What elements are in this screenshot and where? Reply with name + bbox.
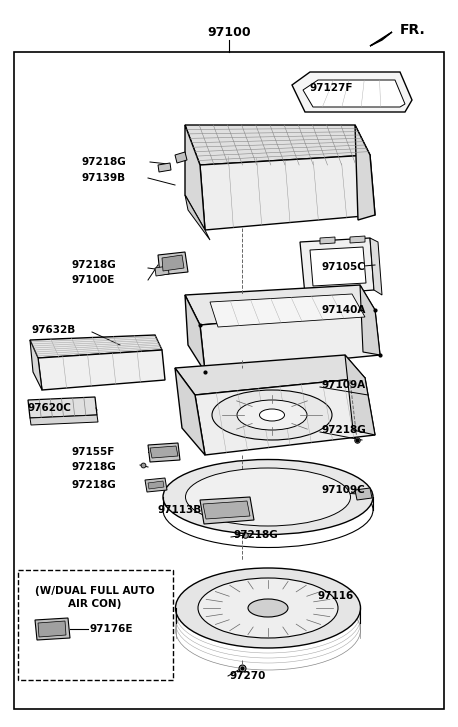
Polygon shape <box>210 294 365 327</box>
Polygon shape <box>292 72 412 112</box>
Bar <box>18 570 173 680</box>
Text: 97218G: 97218G <box>82 157 127 167</box>
Text: 97270: 97270 <box>230 671 267 681</box>
Polygon shape <box>175 152 187 163</box>
Polygon shape <box>200 310 380 372</box>
Text: (W/DUAL FULL AUTO: (W/DUAL FULL AUTO <box>35 586 155 596</box>
Text: 97218G: 97218G <box>72 260 117 270</box>
Polygon shape <box>360 285 380 355</box>
Text: 97127F: 97127F <box>310 83 354 93</box>
Polygon shape <box>200 155 375 230</box>
Text: 97155F: 97155F <box>72 447 115 457</box>
Text: 97218G: 97218G <box>322 425 367 435</box>
Polygon shape <box>345 355 375 435</box>
Polygon shape <box>158 252 188 275</box>
Text: 97100: 97100 <box>207 25 251 39</box>
Text: AIR CON): AIR CON) <box>68 599 122 609</box>
Text: 97116: 97116 <box>318 591 354 601</box>
Text: 97105C: 97105C <box>322 262 366 272</box>
Polygon shape <box>355 488 372 500</box>
Polygon shape <box>35 618 70 640</box>
Ellipse shape <box>212 390 332 440</box>
Text: 97620C: 97620C <box>28 403 72 413</box>
Ellipse shape <box>260 409 284 421</box>
Polygon shape <box>370 238 382 295</box>
Polygon shape <box>195 378 375 455</box>
Polygon shape <box>300 238 374 295</box>
Polygon shape <box>145 478 167 492</box>
Text: 97140A: 97140A <box>322 305 366 315</box>
Polygon shape <box>200 497 254 524</box>
Polygon shape <box>350 236 365 243</box>
Polygon shape <box>203 501 250 519</box>
Ellipse shape <box>237 400 307 430</box>
Ellipse shape <box>185 468 350 526</box>
Polygon shape <box>185 125 205 230</box>
Text: 97218G: 97218G <box>72 480 117 490</box>
Polygon shape <box>148 481 164 489</box>
Ellipse shape <box>163 459 373 534</box>
Text: 97100E: 97100E <box>72 275 115 285</box>
Polygon shape <box>185 125 370 165</box>
Polygon shape <box>370 32 392 46</box>
Polygon shape <box>150 446 178 458</box>
Text: 97109C: 97109C <box>322 485 366 495</box>
Polygon shape <box>185 285 375 325</box>
Polygon shape <box>185 295 205 372</box>
Polygon shape <box>175 355 365 395</box>
Text: 97218G: 97218G <box>72 462 117 472</box>
Polygon shape <box>162 255 184 271</box>
Text: FR.: FR. <box>400 23 426 37</box>
Polygon shape <box>185 195 210 240</box>
Ellipse shape <box>248 599 288 617</box>
Polygon shape <box>28 397 97 418</box>
Text: 97113B: 97113B <box>158 505 202 515</box>
Text: 97139B: 97139B <box>82 173 126 183</box>
Polygon shape <box>310 247 366 286</box>
Polygon shape <box>38 621 66 637</box>
Text: 97109A: 97109A <box>322 380 366 390</box>
Polygon shape <box>30 335 162 358</box>
Ellipse shape <box>175 568 360 648</box>
Polygon shape <box>38 350 165 390</box>
Polygon shape <box>148 443 180 462</box>
Polygon shape <box>355 125 375 220</box>
Text: 97632B: 97632B <box>32 325 76 335</box>
Text: 97176E: 97176E <box>90 624 133 634</box>
Polygon shape <box>30 340 42 390</box>
Polygon shape <box>320 237 335 244</box>
Polygon shape <box>303 80 405 107</box>
Polygon shape <box>175 368 205 455</box>
Polygon shape <box>155 266 169 276</box>
Ellipse shape <box>198 578 338 638</box>
Polygon shape <box>158 163 171 172</box>
Text: 97218G: 97218G <box>233 530 278 540</box>
Polygon shape <box>30 415 98 425</box>
